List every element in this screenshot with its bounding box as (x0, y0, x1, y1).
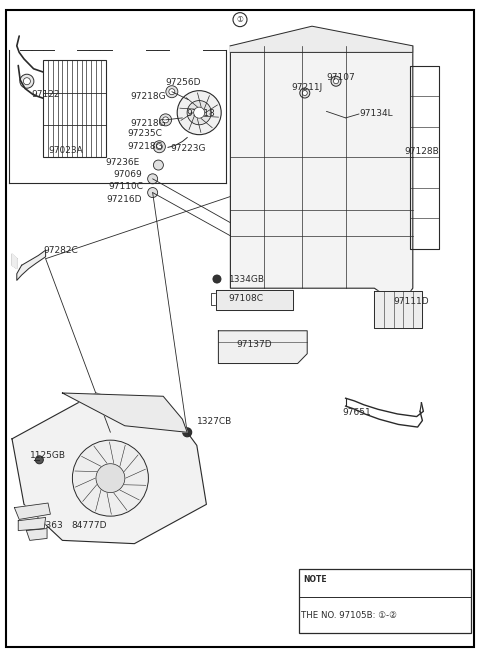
Circle shape (177, 90, 221, 135)
Polygon shape (374, 291, 422, 328)
Text: 97363: 97363 (35, 521, 63, 530)
Circle shape (148, 174, 157, 184)
Text: 97218G: 97218G (131, 119, 166, 128)
Polygon shape (26, 529, 47, 540)
Circle shape (166, 86, 178, 98)
Text: 97023A: 97023A (48, 146, 83, 155)
Text: 97108C: 97108C (228, 294, 264, 303)
Circle shape (156, 143, 162, 150)
Text: 97218G: 97218G (127, 142, 163, 151)
Polygon shape (18, 517, 46, 531)
Circle shape (163, 117, 168, 123)
Bar (299, 569, 471, 633)
Text: 97223G: 97223G (170, 143, 206, 153)
Text: 97107: 97107 (326, 73, 355, 82)
Circle shape (159, 114, 172, 126)
Text: 97069: 97069 (114, 170, 143, 179)
Circle shape (334, 79, 338, 84)
Text: 84777D: 84777D (71, 521, 107, 530)
Polygon shape (216, 290, 293, 310)
Circle shape (213, 275, 221, 283)
Polygon shape (12, 393, 206, 544)
Text: 97651: 97651 (343, 408, 372, 417)
Polygon shape (62, 393, 187, 432)
Circle shape (72, 440, 148, 516)
Text: THE NO. 97105B: ①-②: THE NO. 97105B: ①-② (301, 611, 397, 620)
Text: 1327CB: 1327CB (197, 417, 232, 426)
Bar (410, 66, 439, 249)
Text: 97216D: 97216D (107, 195, 142, 204)
Circle shape (187, 101, 211, 124)
Circle shape (183, 428, 192, 437)
Polygon shape (17, 250, 46, 280)
Text: 97122: 97122 (31, 90, 60, 100)
Text: 97134L: 97134L (359, 109, 393, 119)
Text: 97128B: 97128B (404, 147, 439, 157)
Text: NOTE: NOTE (303, 574, 327, 584)
Text: 1334GB: 1334GB (228, 274, 264, 284)
Text: 1125GB: 1125GB (30, 451, 66, 460)
Circle shape (148, 187, 157, 198)
Text: ①: ① (237, 15, 243, 24)
Circle shape (20, 74, 34, 88)
Text: 97282C: 97282C (43, 246, 78, 255)
Text: 97110C: 97110C (108, 181, 143, 191)
Bar (43, 60, 106, 157)
Text: 97018: 97018 (186, 109, 215, 119)
Circle shape (96, 464, 125, 493)
Polygon shape (12, 254, 17, 269)
Polygon shape (218, 331, 307, 364)
Text: 97137D: 97137D (236, 340, 272, 349)
Text: 97111D: 97111D (394, 297, 429, 306)
Circle shape (154, 160, 163, 170)
Circle shape (169, 88, 175, 95)
Text: 97256D: 97256D (166, 78, 201, 87)
Circle shape (194, 107, 204, 118)
Circle shape (331, 76, 341, 86)
Circle shape (233, 12, 247, 27)
Circle shape (302, 90, 307, 96)
Polygon shape (230, 26, 413, 52)
Polygon shape (14, 503, 50, 519)
Text: 97211J: 97211J (292, 83, 323, 92)
Circle shape (154, 141, 165, 153)
Text: 97218G: 97218G (131, 92, 166, 102)
Polygon shape (230, 46, 413, 301)
Text: 97235C: 97235C (127, 129, 162, 138)
Circle shape (36, 456, 43, 464)
Circle shape (24, 78, 30, 84)
Text: 97236E: 97236E (106, 158, 140, 167)
Circle shape (300, 88, 310, 98)
